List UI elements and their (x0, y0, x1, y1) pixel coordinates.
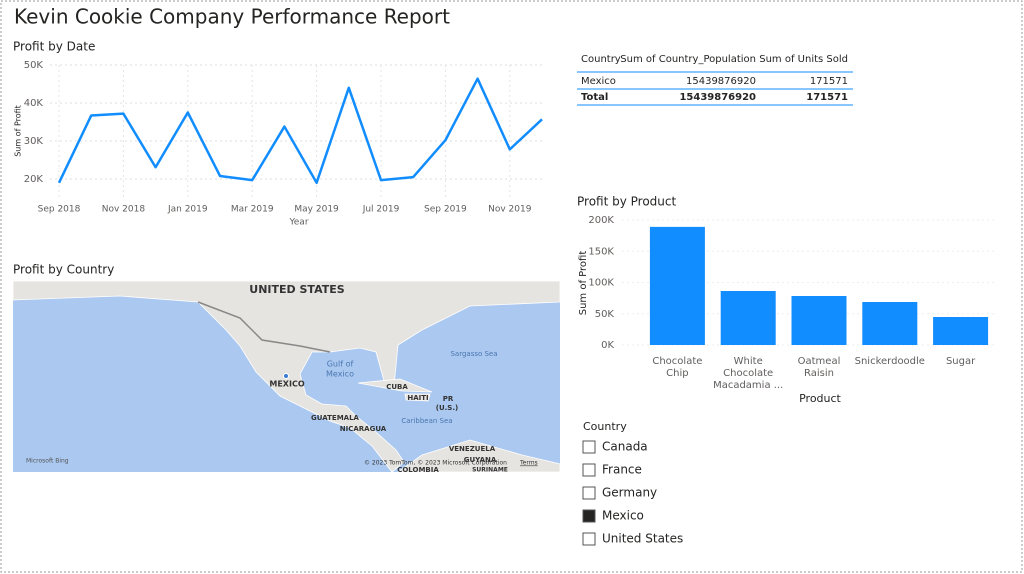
x-tick-label: Mar 2019 (231, 205, 274, 215)
slicer-item[interactable]: Mexico (602, 509, 644, 523)
checkbox[interactable] (582, 463, 596, 477)
chart-title: Profit by Date (13, 40, 95, 54)
map-title: Profit by Country (13, 263, 114, 277)
report-title: Kevin Cookie Company Performance Report (14, 5, 450, 29)
y-tick-label: 100K (588, 278, 614, 289)
table-cell: 15439876920 (686, 76, 756, 87)
table-total: Total (581, 92, 608, 103)
y-tick-label: 20K (24, 174, 44, 185)
table-header: Country (581, 54, 621, 65)
map-label: Caribbean Sea (401, 417, 452, 425)
checkbox[interactable] (582, 440, 596, 454)
y-axis-title: Sum of Profit (578, 251, 589, 316)
map-label: GUATEMALA (311, 414, 359, 422)
x-axis-title: Product (799, 392, 841, 405)
bar (720, 291, 776, 345)
map-label: Mexico (326, 370, 354, 379)
land-shape (357, 378, 433, 393)
x-axis-title: Year (288, 218, 308, 228)
bar (862, 302, 918, 345)
y-axis-title: Sum of Profit (14, 105, 23, 157)
slicer-item[interactable]: Germany (602, 486, 657, 500)
table-total: 15439876920 (679, 92, 756, 103)
slicer-title: Country (583, 420, 627, 433)
y-tick-label: 150K (588, 246, 614, 257)
chart-title: Profit by Product (577, 195, 677, 209)
x-tick-label: Nov 2019 (488, 205, 532, 215)
map-label: Sargasso Sea (450, 350, 497, 358)
x-tick-label: Snickerdoodle (854, 356, 925, 367)
table-cell: Mexico (581, 76, 616, 87)
table-cell: 171571 (810, 76, 848, 87)
slicer-item[interactable]: France (602, 463, 642, 477)
map-terms: Terms (519, 460, 538, 467)
map-label: GUYANA (464, 456, 497, 464)
map-attribution: © 2023 TomTom, © 2023 Microsoft Corporat… (364, 460, 507, 467)
y-tick-label: 30K (24, 136, 44, 147)
slicer-item[interactable]: Canada (602, 440, 648, 454)
x-tick-label: Jul 2019 (362, 205, 400, 215)
border-line (197, 301, 331, 353)
map-label: COLOMBIA (397, 466, 439, 474)
y-tick-label: 40K (24, 98, 44, 109)
checkbox[interactable] (582, 486, 596, 500)
map-label: NICARAGUA (340, 425, 387, 433)
map-label: Gulf of (327, 360, 354, 369)
x-tick-label: Sep 2019 (424, 205, 467, 215)
land-shape (404, 393, 431, 402)
slicer-item[interactable]: United States (602, 532, 683, 546)
x-tick-label: Sep 2018 (38, 205, 81, 215)
line-series (57, 77, 543, 185)
x-tick-label: Chocolate Chip (652, 356, 703, 379)
x-tick-label: Sugar (945, 356, 976, 367)
x-tick-label: White Chocolate Macadamia ... (713, 356, 784, 391)
checkbox[interactable] (582, 532, 596, 546)
land-shape (396, 439, 561, 473)
map-label: (U.S.) (436, 404, 458, 412)
x-tick-label: Nov 2018 (102, 205, 146, 215)
bar (933, 317, 989, 345)
table-header: Sum of Country_Population (620, 54, 756, 65)
checkbox[interactable] (582, 509, 596, 523)
bar (791, 296, 847, 345)
map-provider: Microsoft Bing (26, 458, 69, 465)
map-label: UNITED STATES (249, 283, 344, 296)
map-label: VENEZUELA (449, 445, 496, 453)
x-tick-label: Jan 2019 (167, 205, 208, 215)
y-tick-label: 50K (595, 309, 615, 320)
table-total: 171571 (806, 92, 848, 103)
x-tick-label: May 2019 (294, 205, 339, 215)
y-tick-label: 0K (601, 340, 614, 351)
map-label: CUBA (386, 383, 408, 391)
location-dot (283, 373, 289, 379)
map-label: MEXICO (269, 380, 304, 389)
y-tick-label: 50K (24, 60, 44, 71)
y-tick-label: 200K (588, 215, 614, 226)
bar (649, 226, 705, 345)
table-header: Sum of Units Sold (759, 54, 848, 65)
map-label: HAITI (407, 394, 428, 402)
map-label: PR (443, 395, 454, 403)
x-tick-label: Oatmeal Raisin (797, 356, 841, 379)
map-label: SURINAME (472, 467, 508, 474)
